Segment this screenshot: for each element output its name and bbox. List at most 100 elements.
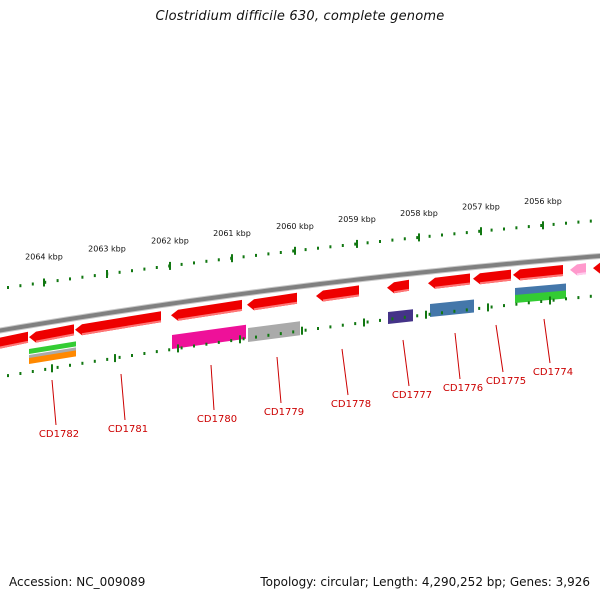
gene-arrow: [29, 324, 74, 343]
major-tick: [239, 335, 241, 344]
gray-feature: [248, 321, 300, 342]
minor-tick: [503, 304, 505, 308]
minor-tick: [93, 359, 96, 363]
minor-tick: [366, 241, 369, 245]
minor-tick: [19, 372, 22, 375]
minor-tick: [118, 355, 121, 359]
minor-tick: [441, 311, 443, 315]
minor-tick: [255, 253, 257, 257]
minor-tick: [453, 309, 456, 313]
scale-label: 2064 kbp: [25, 253, 63, 262]
gene-label: CD1777: [392, 390, 432, 401]
gene-arrow-highlight: [81, 320, 162, 336]
minor-tick: [589, 294, 592, 298]
minor-tick: [217, 258, 220, 262]
outer-scale-ticks: [7, 219, 592, 289]
minor-tick: [577, 296, 580, 300]
leader-line: [495, 324, 504, 373]
minor-tick: [242, 255, 245, 259]
gene-label: CD1780: [197, 414, 237, 425]
accession-text: Accession: NC_009089: [9, 575, 146, 589]
minor-tick: [118, 270, 121, 274]
major-tick: [51, 364, 53, 373]
leader-line: [402, 339, 410, 387]
minor-tick: [379, 318, 381, 322]
gene-arrow-highlight: [434, 282, 471, 289]
gene-arrow-highlight: [519, 274, 564, 281]
leader-line: [454, 332, 461, 380]
minor-tick: [428, 312, 431, 316]
steel-blue-feature: [515, 283, 566, 296]
minor-tick: [478, 306, 481, 310]
green-feature: [515, 290, 566, 303]
minor-tick: [44, 367, 47, 371]
minor-tick: [93, 274, 96, 278]
minor-tick: [217, 340, 220, 344]
minor-tick: [329, 325, 332, 329]
scale-label: 2061 kbp: [213, 229, 251, 238]
leader-line: [276, 356, 282, 404]
minor-tick: [441, 233, 443, 237]
major-tick: [356, 239, 358, 248]
minor-tick: [230, 339, 233, 343]
minor-tick: [292, 330, 295, 334]
gene-arrow: [171, 299, 242, 321]
gene-label: CD1775: [486, 376, 526, 387]
minor-tick: [304, 248, 307, 252]
major-tick: [487, 303, 489, 312]
minor-tick: [81, 275, 84, 279]
minor-tick: [180, 346, 183, 350]
gene-labels: CD1782 CD1781 CD1780 CD1779 CD1778 CD1777 CD17…: [39, 367, 573, 440]
minor-tick: [465, 308, 468, 312]
gene-label: CD1778: [331, 399, 371, 410]
minor-tick: [7, 286, 9, 289]
minor-tick: [403, 237, 406, 241]
orange-feature: [29, 350, 76, 364]
map-title: Clostridium difficile 630, complete geno…: [155, 9, 445, 24]
minor-tick: [589, 219, 592, 223]
minor-tick: [69, 363, 71, 367]
leader-line: [120, 373, 126, 421]
minor-tick: [366, 320, 369, 324]
gene-label: CD1779: [264, 407, 304, 418]
major-tick: [231, 254, 233, 263]
major-tick: [177, 344, 179, 353]
leader-line: [543, 318, 551, 364]
major-tick: [169, 261, 171, 270]
gene-arrow: [0, 331, 28, 349]
major-tick: [294, 246, 296, 255]
gene-arrow: [593, 262, 600, 274]
minor-tick: [354, 322, 357, 326]
gene-arrow-highlight: [177, 308, 243, 321]
minor-tick: [490, 305, 493, 309]
major-tick: [425, 310, 427, 319]
minor-tick: [242, 337, 245, 341]
gene-track: [0, 262, 600, 349]
minor-tick: [341, 244, 344, 247]
minor-tick: [56, 365, 59, 369]
major-tick: [114, 354, 116, 363]
minor-tick: [267, 333, 270, 337]
minor-tick: [428, 234, 431, 238]
minor-tick: [341, 323, 344, 327]
major-tick: [363, 318, 365, 327]
leader-line: [51, 379, 57, 426]
minor-tick: [391, 317, 394, 321]
minor-tick: [527, 301, 530, 305]
minor-tick: [465, 231, 468, 235]
gene-arrow: [570, 263, 586, 276]
minor-tick: [31, 370, 34, 373]
gene-arrow-highlight: [322, 294, 360, 302]
minor-tick: [155, 266, 158, 269]
minor-tick: [143, 267, 146, 271]
scale-label: 2056 kbp: [524, 197, 562, 206]
minor-tick: [193, 261, 195, 265]
major-tick: [418, 233, 420, 242]
gene-arrow: [247, 292, 297, 311]
minor-tick: [515, 226, 518, 230]
scale-label: 2059 kbp: [338, 215, 376, 224]
minor-tick: [577, 220, 580, 224]
gene-label: CD1776: [443, 383, 483, 394]
minor-tick: [255, 335, 257, 339]
inner-scale-ticks: [7, 294, 592, 378]
